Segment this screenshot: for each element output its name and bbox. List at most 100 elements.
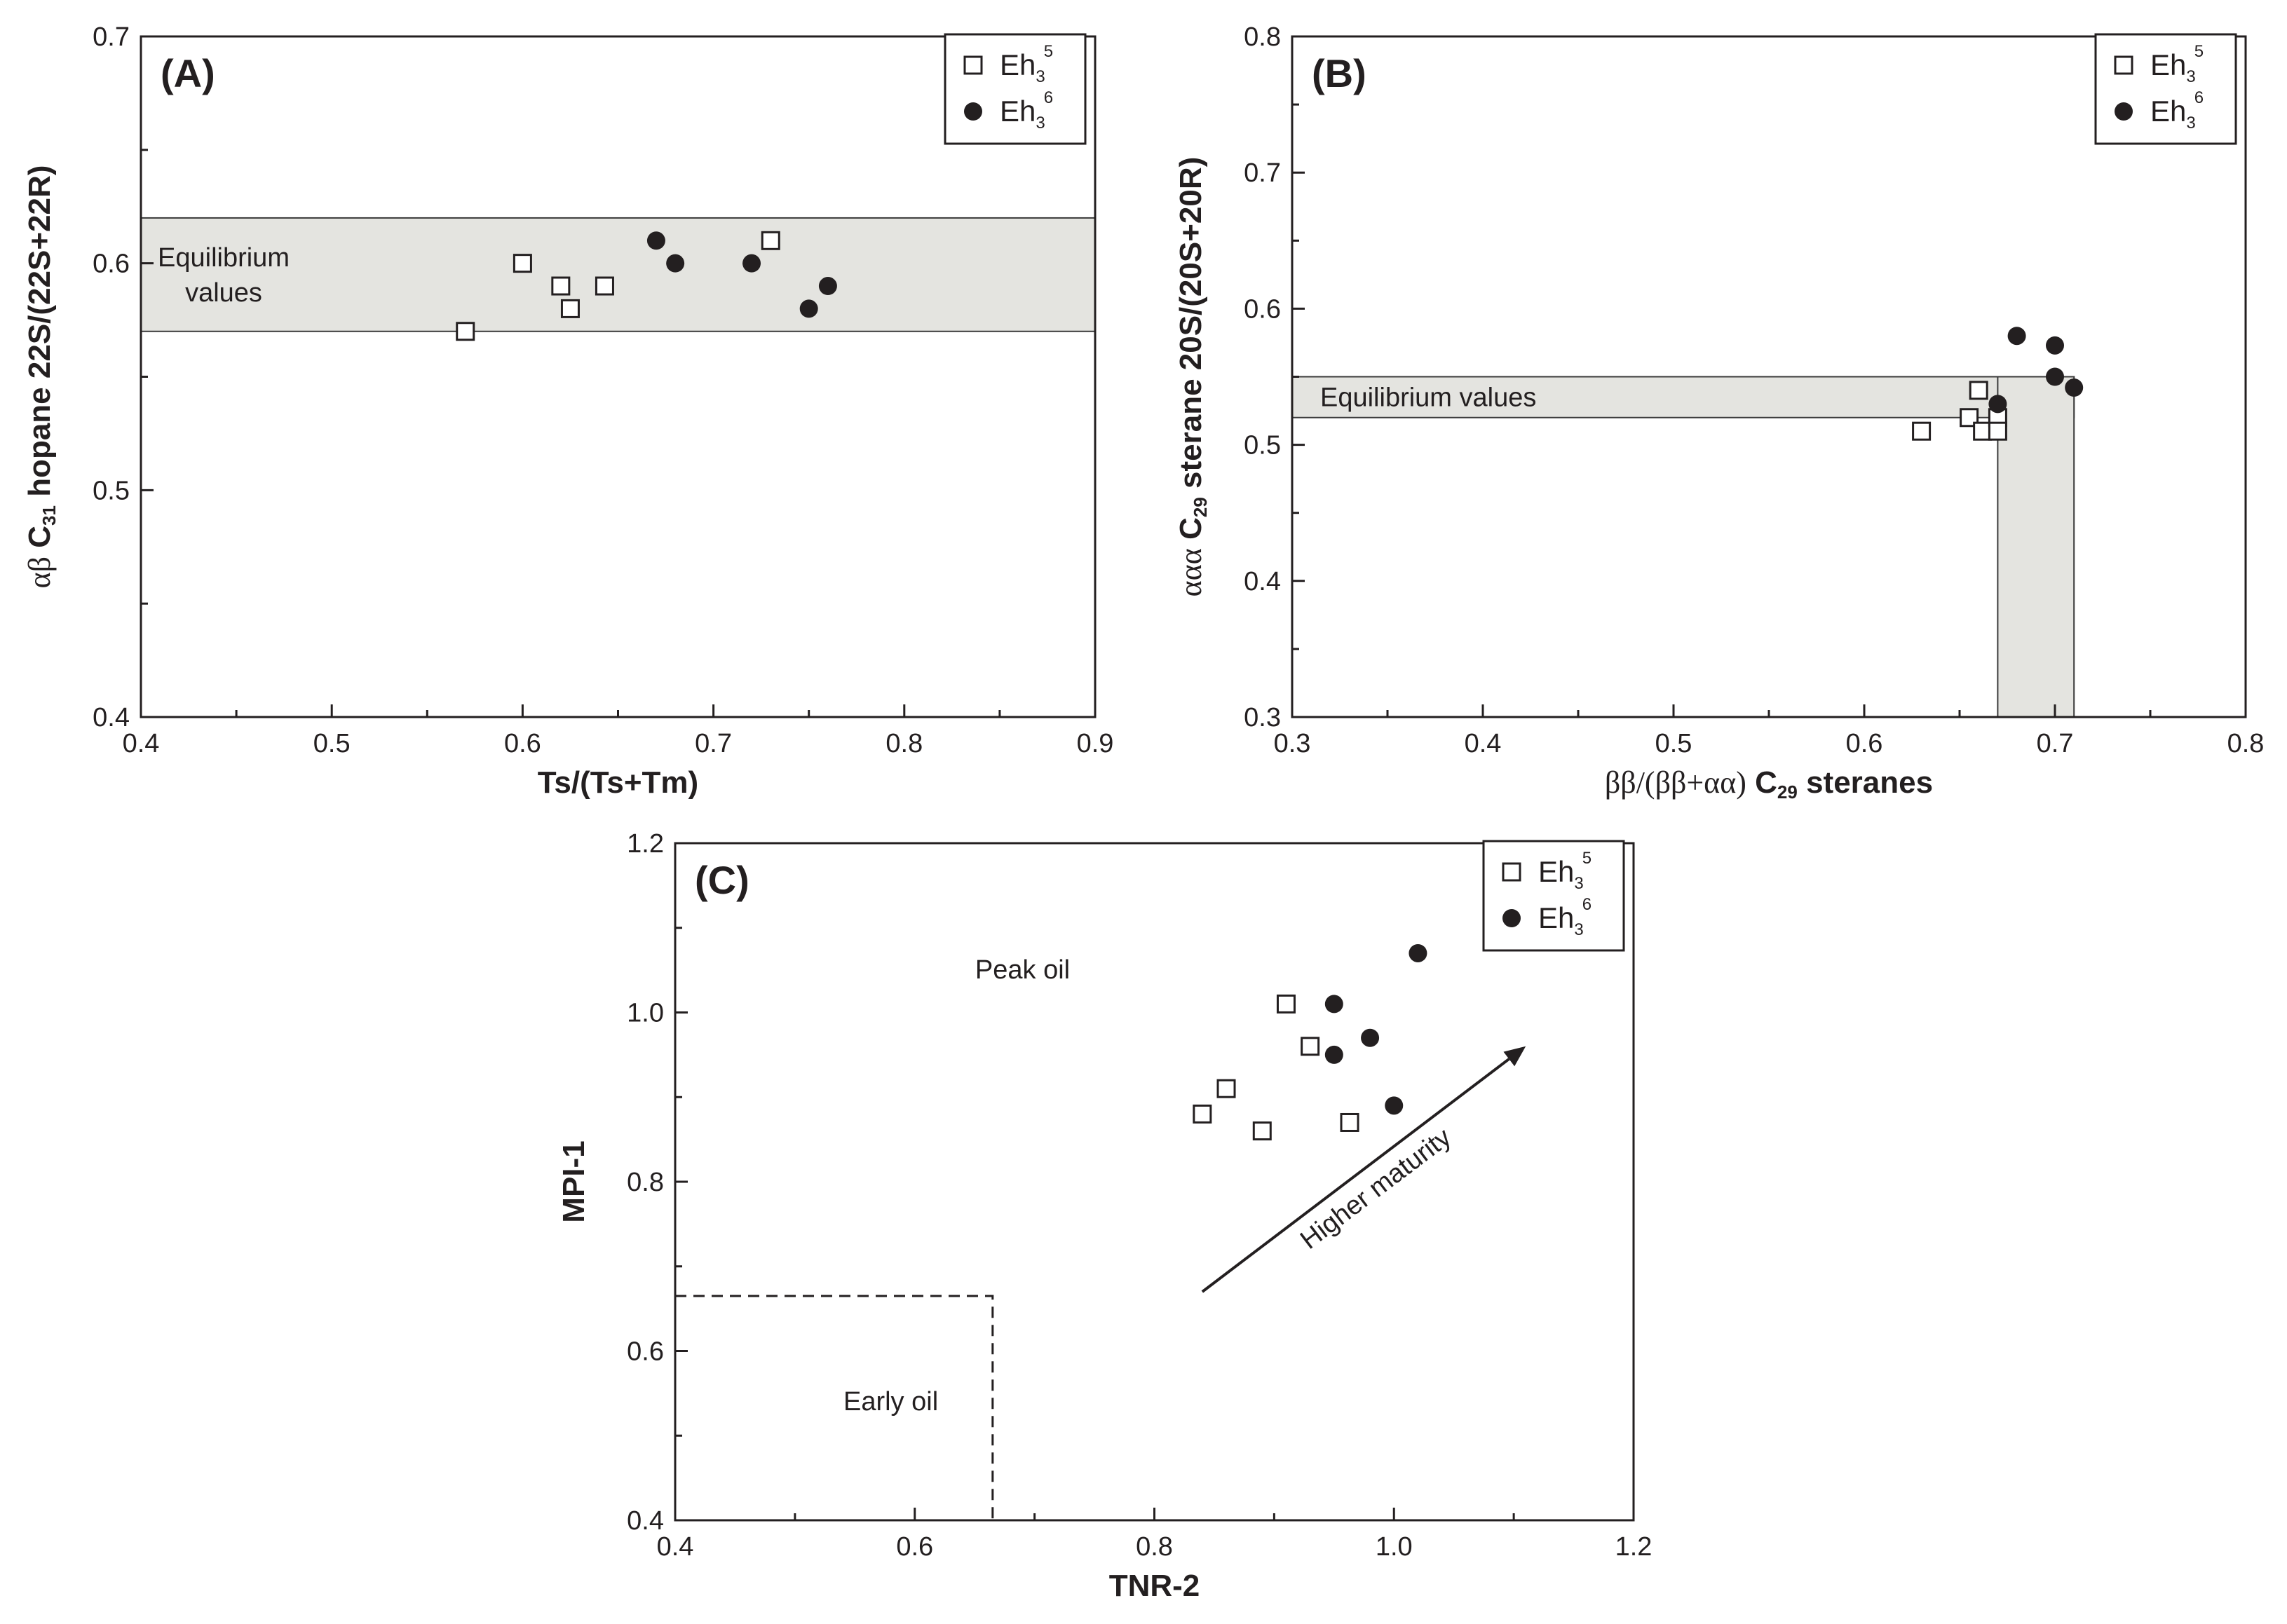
legend-label: Eh3 5 (1538, 849, 1592, 893)
x-axis-label: Ts/(Ts+Tm) (538, 765, 698, 800)
y-axis-label-main: C (1174, 517, 1208, 548)
y-tick-label: 0.5 (1244, 431, 1281, 460)
legend-label-sub: 3 (1574, 874, 1583, 893)
data-point-eh3-5 (1340, 1112, 1359, 1132)
x-tick-label: 1.0 (1376, 1532, 1413, 1562)
x-tick-label: 0.4 (657, 1532, 694, 1562)
legend-label-sup: 6 (1044, 88, 1053, 107)
x-tick-label: 1.2 (1615, 1532, 1653, 1562)
y-axis-label-rest: sterane 20S/(20S+20R) (1174, 157, 1208, 498)
data-point-eh3-5 (1301, 1037, 1320, 1056)
legend-label-sup: 5 (1044, 42, 1053, 61)
x-tick-label: 0.9 (1077, 729, 1114, 758)
data-point-eh3-5 (1252, 1121, 1272, 1141)
legend-label-sup: 6 (2194, 88, 2204, 107)
x-axis-label-greek: ββ/(ββ+αα) (1605, 765, 1746, 800)
data-point-eh3-6 (1324, 1045, 1343, 1064)
maturity-arrow-shaft (1201, 1058, 1510, 1293)
y-axis-label-greek: ααα (1174, 548, 1208, 596)
y-tick-label: 0.7 (1244, 158, 1281, 188)
data-point-eh3-5 (1276, 994, 1296, 1014)
y-tick-label: 0.6 (1244, 294, 1281, 324)
legend-label-name: Eh (2150, 95, 2186, 128)
region-label: Early oil (843, 1387, 938, 1417)
band-label: Equilibrium values (1320, 383, 1536, 413)
legend-label: Eh3 5 (1000, 42, 1053, 86)
x-axis-label: TNR-2 (1109, 1569, 1200, 1603)
x-tick-label: 0.4 (1465, 729, 1502, 758)
data-point-eh3-6 (742, 254, 761, 273)
data-point-eh3-6 (2065, 378, 2084, 397)
panel-label: (A) (161, 51, 215, 95)
legend-box (1482, 840, 1625, 952)
x-tick-label: 0.8 (885, 729, 923, 758)
y-axis-label: ααα C29 sterane 20S/(20S+20R) (1174, 157, 1211, 597)
y-axis-label-sub: 29 (1190, 497, 1211, 517)
legend-marker-filled-circle (964, 102, 982, 121)
region-label: Peak oil (975, 955, 1070, 985)
x-axis-label-rest: steranes (1798, 765, 1933, 800)
x-tick-label: 0.7 (695, 729, 732, 758)
legend-label-name: Eh (1000, 95, 1036, 128)
data-point-eh3-5 (1969, 381, 1988, 400)
legend-label-sup: 6 (1582, 895, 1592, 914)
y-axis-label-greek: αβ (22, 557, 57, 588)
panel-label: (B) (1312, 51, 1366, 95)
y-tick-label: 0.5 (93, 476, 130, 505)
legend-box (2094, 33, 2237, 145)
data-point-eh3-5 (595, 276, 614, 296)
legend-label-name: Eh (1538, 901, 1574, 934)
x-tick-label: 0.6 (1846, 729, 1883, 758)
data-point-eh3-6 (1361, 1028, 1380, 1047)
band-label: Equilibrium (158, 243, 290, 273)
legend-label-sub: 3 (1574, 920, 1583, 939)
equilibrium-band (1291, 376, 2075, 418)
data-point-eh3-5 (1193, 1104, 1212, 1124)
data-point-eh3-6 (1988, 395, 2007, 414)
equilibrium-band (140, 217, 1096, 332)
y-tick-label: 0.7 (93, 22, 130, 52)
panel-label: (C) (695, 858, 749, 902)
data-point-eh3-6 (1385, 1096, 1404, 1115)
y-tick-label: 0.4 (627, 1506, 664, 1536)
x-tick-label: 0.8 (2227, 729, 2265, 758)
data-point-eh3-6 (799, 299, 818, 318)
legend-label-name: Eh (2150, 48, 2186, 81)
y-tick-label: 0.6 (627, 1337, 664, 1367)
legend-label-name: Eh (1538, 855, 1574, 888)
early-oil-dashed-boundary (675, 1295, 994, 1520)
legend-box (944, 33, 1087, 145)
y-tick-label: 0.8 (1244, 22, 1281, 52)
y-tick-label: 1.0 (627, 999, 664, 1028)
panel-a: Equilibrium values 0.4 0.5 0.6 0.7 0.8 0.9 0.4 0.… (22, 22, 1113, 800)
y-axis-label: MPI-1 (557, 1140, 591, 1222)
y-tick-label: 0.8 (627, 1168, 664, 1197)
y-tick-label: 1.2 (627, 829, 664, 859)
y-tick-label: 0.4 (1244, 567, 1281, 596)
panel-c: Peak oil Early oil Higher maturity 0.4 0.6 0.… (557, 829, 1652, 1603)
data-point-eh3-6 (666, 254, 685, 273)
legend-marker-open-square (963, 55, 983, 75)
legend-marker-filled-circle (1502, 909, 1521, 927)
legend-label: Eh3 5 (2150, 42, 2204, 86)
data-point-eh3-5 (513, 254, 532, 273)
data-point-eh3-6 (646, 231, 665, 250)
y-axis-label-main: C (22, 526, 57, 557)
x-tick-label: 0.3 (1274, 729, 1311, 758)
legend-marker-open-square (2114, 55, 2133, 75)
data-point-eh3-5 (1912, 421, 1932, 441)
legend-marker-filled-circle (2115, 102, 2133, 121)
y-tick-label: 0.4 (93, 703, 130, 732)
y-axis-label-rest: hopane 22S/(22S+22R) (22, 165, 57, 505)
legend-marker-open-square (1502, 862, 1521, 882)
data-point-eh3-6 (1409, 943, 1427, 962)
legend-label-name: Eh (1000, 48, 1036, 81)
x-tick-label: 0.6 (504, 729, 541, 758)
legend-label-sup: 5 (2194, 42, 2204, 61)
y-axis-label-sub: 31 (39, 505, 60, 526)
x-axis-label-main: C (1746, 765, 1777, 800)
y-tick-label: 0.3 (1244, 703, 1281, 732)
x-tick-label: 0.6 (896, 1532, 933, 1562)
legend-label: Eh3 6 (1000, 88, 1053, 132)
